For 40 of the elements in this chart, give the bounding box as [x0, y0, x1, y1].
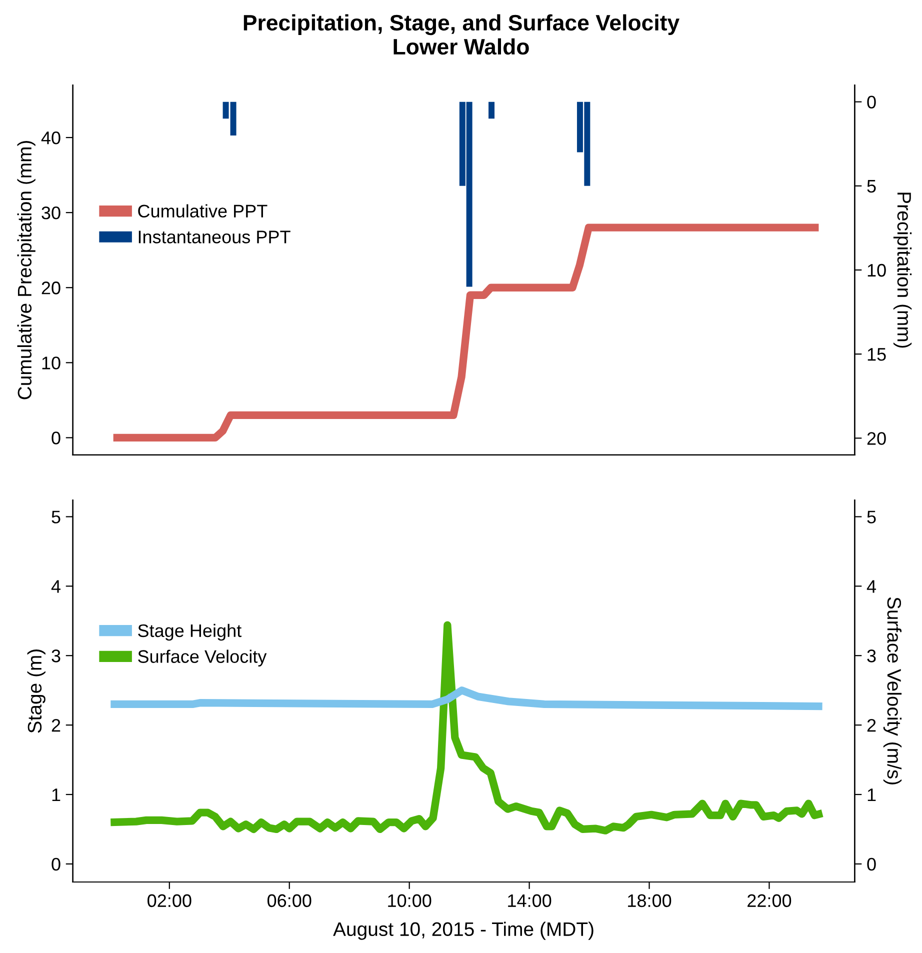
y2-tick-label: 2: [867, 718, 876, 732]
y-tick-label: 30: [42, 206, 60, 220]
y-tick-label: 20: [42, 282, 60, 294]
x-tick-label: 06:00: [267, 894, 312, 908]
y-tick-label: 1: [52, 788, 60, 802]
y2-axis-title: Surface Velocity (m/s): [883, 597, 902, 784]
x-tick-label: 10:00: [388, 894, 432, 908]
legend-label: Cumulative PPT: [138, 204, 268, 218]
y-tick-label: 0: [52, 432, 60, 444]
legend-label: Surface Velocity: [138, 650, 267, 667]
x-tick-label: 14:00: [508, 894, 552, 908]
y-tick-label: 3: [52, 650, 60, 662]
y2-axis-title: Precipitation (mm): [893, 192, 912, 348]
y2-tick-label: 10: [868, 264, 886, 277]
x-axis-title: August 10, 2015 - Time (MDT): [333, 922, 594, 940]
y2-tick-label: 5: [867, 180, 876, 193]
y2-tick-label: 0: [867, 858, 876, 871]
y-tick-label: 40: [41, 131, 60, 144]
y-axis-title: Stage (m): [27, 650, 46, 733]
legend-label: Stage Height: [138, 624, 242, 641]
bar: [488, 102, 495, 119]
y2-tick-label: 4: [866, 580, 876, 593]
y2-tick-label: 1: [868, 788, 876, 802]
y-tick-label: 0: [52, 858, 60, 871]
y-tick-label: 4: [51, 580, 61, 593]
x-tick-label: 18:00: [628, 894, 672, 908]
chart-subtitle: Lower Waldo: [394, 38, 529, 55]
y-tick-label: 5: [52, 510, 60, 524]
x-tick-label: 22:00: [748, 894, 792, 908]
y-tick-label: 10: [42, 356, 60, 370]
chart-title: Precipitation, Stage, and Surface Velocity: [244, 14, 680, 36]
y2-tick-label: 15: [868, 348, 886, 361]
y2-tick-label: 0: [867, 96, 876, 109]
y2-tick-label: 3: [867, 650, 876, 662]
y2-tick-label: 20: [867, 432, 886, 445]
legend-label: Instantaneous PPT: [138, 230, 290, 244]
x-tick-label: 02:00: [148, 894, 192, 908]
y2-tick-label: 5: [867, 510, 876, 524]
y-axis-title: Cumulative Precipitation (mm): [17, 140, 36, 400]
y-tick-label: 2: [52, 718, 60, 732]
